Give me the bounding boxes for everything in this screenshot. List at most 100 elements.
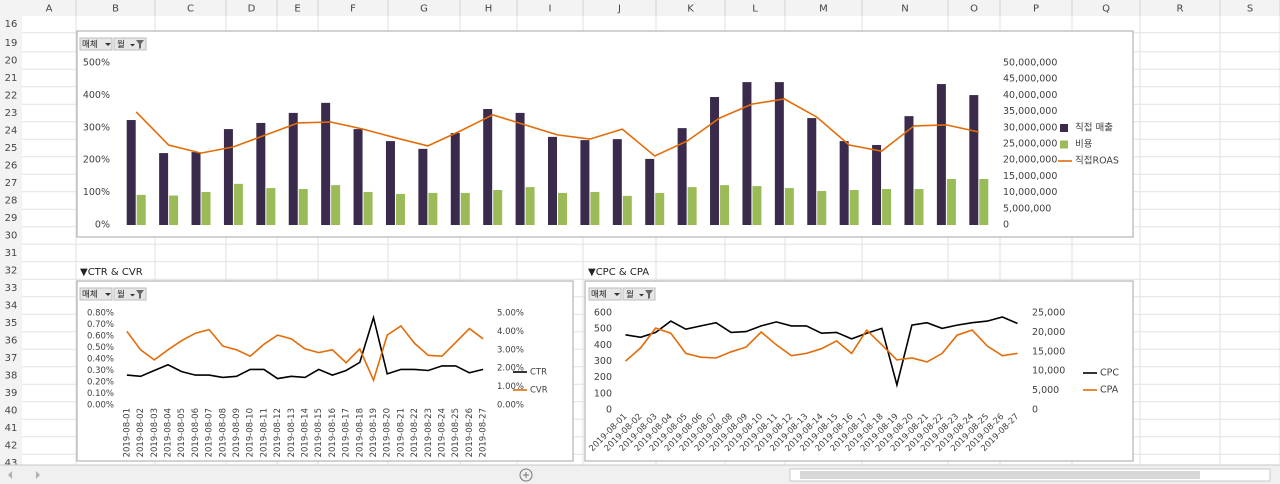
column-header: H [485,4,493,15]
bar [817,190,827,225]
slicer-button[interactable] [588,287,622,301]
bar [191,152,201,225]
series-line [624,327,1018,363]
y-tick-label: 0.40% [87,355,114,365]
chart-title: ▼CTR & CVR [80,267,143,278]
chart-area [584,280,1134,462]
column-header: O [970,4,978,15]
y2-tick-label: 40,000,000 [1003,90,1057,101]
y-tick-label: 400 [594,340,612,351]
x-tick-label: 2019-08-09 [232,408,242,457]
column-header: I [549,4,552,15]
legend-label: 직접 매출 [1075,122,1113,134]
bar [849,190,859,225]
add-sheet[interactable] [519,468,533,482]
column-header: B [112,4,119,15]
bar [558,192,567,225]
bar [946,178,956,225]
bar [395,193,405,225]
row-header: 37 [5,353,18,364]
x-tick-label: 2019-08-01 [122,408,132,457]
legend-swatch [1060,124,1068,132]
slicer-button[interactable] [79,37,113,51]
row-header: 23 [5,108,18,119]
bar [548,136,557,225]
y2-tick-label: 0.00% [497,401,524,411]
y-tick-label: 0 [606,405,612,416]
row-header-bar [0,16,22,465]
bar [807,118,817,225]
bar [385,141,395,225]
slicer-label: 월 [626,289,634,300]
x-tick-label: 2019-08-19 [369,408,379,457]
y-tick-label: 500 [594,324,612,335]
y-tick-label: 0.60% [87,332,114,342]
y2-tick-label: 2.00% [497,364,524,374]
legend-label: 직접ROAS [1075,155,1119,167]
column-header: A [46,4,53,15]
row-header: 35 [5,318,18,329]
series-line [135,98,979,157]
bar [936,84,946,225]
bar [969,95,979,226]
row-header: 30 [5,231,18,242]
bar [677,128,687,225]
row-header: 41 [5,423,18,434]
column-header: C [187,4,194,15]
y-tick-label: 300 [594,356,612,367]
y2-tick-label: 35,000,000 [1003,106,1057,117]
slicer-label: 월 [117,39,125,50]
bar [233,183,243,225]
bar [839,141,849,225]
bar [914,189,924,225]
row-header: 16 [5,19,18,30]
x-tick-label: 2019-08-26 [465,408,475,457]
legend-label: CTR [530,368,547,378]
row-header: 26 [5,161,18,172]
y2-tick-label: 50,000,000 [1003,58,1057,69]
y-tick-label: 600 [594,308,612,319]
column-header: L [752,4,758,15]
y-tick-label: 100% [83,187,110,198]
y2-tick-label: 25,000 [1032,308,1065,319]
y2-tick-label: 4.00% [497,327,524,337]
bar [223,129,233,225]
filter-icon [136,290,144,299]
slicer-button[interactable] [79,287,113,301]
bar [622,195,632,225]
bar [483,109,493,225]
x-tick-label: 2019-08-17 [342,408,352,457]
row-header: 39 [5,388,18,399]
row-header: 31 [5,248,18,259]
row-header: 43 [5,458,18,469]
x-tick-label: 2019-08-27 [479,408,489,457]
filter-icon [136,40,144,49]
x-tick-label: 2019-08-08 [218,408,228,457]
scroll-left[interactable] [8,471,12,479]
scroll-right[interactable] [36,471,40,479]
x-tick-label: 2019-08-22 [410,408,420,457]
bar [774,82,784,225]
dropdown-arrow [639,294,644,297]
x-tick-label: 2019-08-13 [287,408,297,457]
scroll-thumb[interactable] [800,471,1200,479]
y2-tick-label: 0 [1032,405,1038,416]
bar [460,192,470,225]
row-header: 20 [5,56,18,67]
column-header: J [617,4,621,15]
column-header: M [819,4,828,15]
x-tick-label: 2019-08-20 [383,408,393,457]
bar [752,186,762,225]
series-line [625,316,1018,389]
x-tick-label: 2019-08-16 [328,408,338,457]
series-line [126,324,484,383]
column-header: K [687,4,694,15]
bar [515,112,525,225]
x-tick-label: 2019-08-04 [163,408,173,457]
x-tick-label: 2019-08-12 [273,408,283,457]
filter-icon [645,290,653,299]
x-tick-label: 2019-08-07 [205,408,215,457]
row-header: 22 [5,91,18,102]
bar [720,185,730,225]
